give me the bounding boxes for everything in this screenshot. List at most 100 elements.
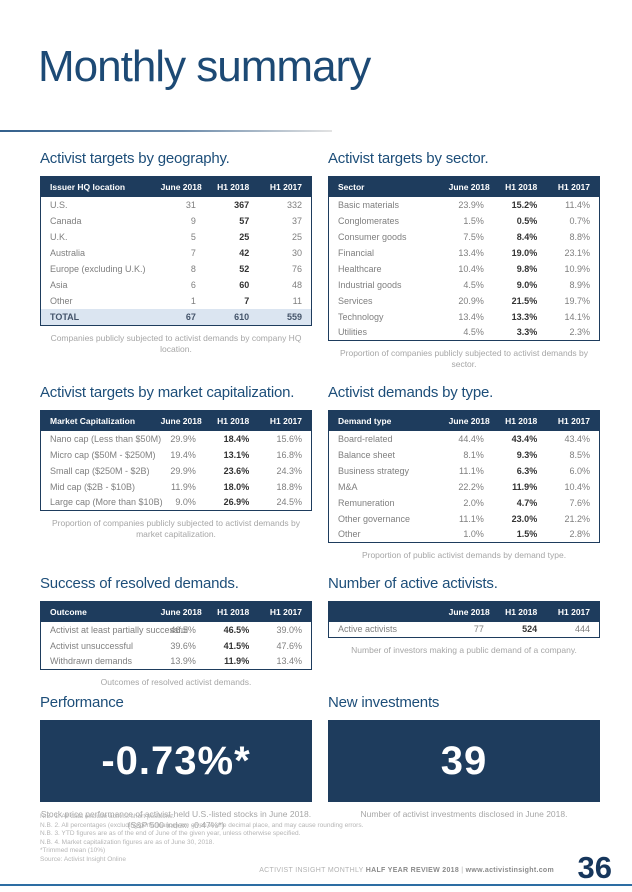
content-area: Activist targets by geography. Issuer HQ… [40, 150, 600, 831]
cell-value: 25 [204, 228, 259, 245]
row-label: Services [328, 292, 440, 309]
cell-value: 19.0% [492, 244, 547, 261]
row-3: Success of resolved demands. Outcome June… [40, 575, 600, 688]
row-label: Technology [328, 308, 440, 325]
cell-value: 23.6% [204, 462, 259, 479]
demands-col-header-1: H1 2018 [492, 410, 547, 431]
section-sector: Activist targets by sector. Sector June 2… [328, 150, 600, 370]
cell-value: 46.5% [151, 621, 205, 638]
activists-heading: Number of active activists. [328, 575, 498, 592]
table-row: Utilities 4.5% 3.3% 2.3% [328, 324, 600, 341]
cell-value: 39.6% [151, 637, 205, 654]
cell-value: 11.9% [492, 478, 547, 495]
cell-value: 41.5% [204, 637, 259, 654]
cell-value: 10.9% [546, 260, 600, 277]
sector-caption: Proportion of companies publicly subject… [339, 348, 589, 369]
geography-header-row: Issuer HQ location June 2018 H1 2018 H1 201… [40, 176, 312, 197]
cell-value: 24.3% [258, 462, 312, 479]
row-label: Utilities [328, 324, 440, 341]
cell-value: 7.5% [439, 228, 493, 245]
cell-value: 13.3% [492, 308, 547, 325]
row-label: Asia [40, 276, 152, 293]
cell-value: 29.9% [151, 430, 205, 447]
cell-value: 11.9% [204, 653, 259, 670]
success-col-header-2: H1 2017 [258, 601, 312, 622]
row-label: Industrial goods [328, 276, 440, 293]
footer-website-link[interactable]: www.activistinsight.com [465, 867, 554, 874]
new-investments-caption: Number of activist investments disclosed… [360, 809, 568, 819]
cell-value: 15.6% [258, 430, 312, 447]
cell-value: 48 [258, 276, 312, 293]
market-cap-table: Market Capitalization June 2018 H1 2018 H1 … [40, 410, 312, 511]
row-label: Withdrawn demands [40, 653, 152, 670]
footnote-item: N.B. 1. All data exclude activist short … [40, 813, 175, 820]
footer-brand: ACTIVIST INSIGHT MONTHLY [259, 867, 366, 874]
cell-value: 46.5% [204, 621, 259, 638]
cell-value: 4.5% [439, 324, 493, 341]
table-row: Active activists 77 524 444 [328, 621, 600, 638]
sector-header-row: Sector June 2018 H1 2018 H1 2017 [328, 176, 600, 197]
footer-accent-line [0, 884, 632, 886]
table-row: Other 1 7 11 [40, 292, 312, 309]
cell-value: 19.7% [546, 292, 600, 309]
cell-value: 18.4% [204, 430, 259, 447]
success-col-header-0: June 2018 [151, 601, 205, 622]
cell-value: 13.4% [439, 244, 493, 261]
new-investments-value: 39 [440, 738, 488, 783]
section-performance: Performance -0.73%* Stock price performa… [40, 694, 312, 831]
row-label: Activist at least partially successful [40, 621, 188, 638]
row-label: Large cap (More than $10B) [40, 494, 163, 511]
cell-value: 444 [546, 621, 600, 638]
cell-value: 13.4% [439, 308, 493, 325]
cell-value: 3.3% [492, 324, 547, 341]
cell-value: 5 [151, 228, 205, 245]
section-new-investments: New investments 39 Number of activist in… [328, 694, 600, 831]
cell-value: 2.3% [546, 324, 600, 341]
cell-value: 60 [204, 276, 259, 293]
footnote-item: N.B. 2. All percentages (excluding perfo… [40, 821, 364, 829]
cell-value: 9 [151, 212, 205, 229]
table-row: Technology 13.4% 13.3% 14.1% [328, 308, 600, 325]
table-row: Other 1.0% 1.5% 2.8% [328, 526, 600, 543]
table-row: Conglomerates 1.5% 0.5% 0.7% [328, 212, 600, 229]
table-row: Board-related 44.4% 43.4% 43.4% [328, 430, 600, 447]
geography-heading: Activist targets by geography. [40, 150, 230, 167]
table-row: Nano cap (Less than $50M) 29.9% 18.4% 15.6% [40, 430, 312, 447]
row-2: Activist targets by market capitalizatio… [40, 384, 600, 561]
success-caption: Outcomes of resolved activist demands. [100, 677, 252, 687]
cell-value: 25 [258, 228, 312, 245]
cell-value: 18.0% [204, 478, 259, 495]
cell-value: 52 [204, 260, 259, 277]
cell-value: 42 [204, 244, 259, 261]
table-row: U.S. 31 367 332 [40, 196, 312, 213]
cell-value: 23.9% [439, 196, 493, 213]
cell-value: 8.1% [439, 446, 493, 463]
footnotes-list: N.B. 1. All data exclude activist short … [40, 813, 363, 865]
sector-table: Sector June 2018 H1 2018 H1 2017 Basic mater… [328, 176, 600, 341]
cell-value: 21.5% [492, 292, 547, 309]
cell-value: 4.5% [439, 276, 493, 293]
table-row: TOTAL 67 610 559 [40, 308, 312, 326]
row-label: Consumer goods [328, 228, 440, 245]
cell-value: 44.4% [439, 430, 493, 447]
section-geography: Activist targets by geography. Issuer HQ… [40, 150, 312, 370]
cell-value: 9.0% [492, 276, 547, 293]
geography-col-header-2: H1 2017 [258, 176, 312, 197]
success-heading: Success of resolved demands. [40, 575, 239, 592]
table-row: U.K. 5 25 25 [40, 228, 312, 245]
section-market-cap: Activist targets by market capitalizatio… [40, 384, 312, 561]
new-investments-stat-box: 39 [328, 720, 600, 802]
table-row: Canada 9 57 37 [40, 212, 312, 229]
cell-value: 39.0% [258, 621, 312, 638]
table-row: Financial 13.4% 19.0% 23.1% [328, 244, 600, 261]
geography-label-header: Issuer HQ location [40, 176, 152, 197]
footer-divider: | [459, 867, 466, 874]
cell-value: 559 [258, 308, 312, 326]
section-activists: Number of active activists. June 2018 H1 … [328, 575, 600, 688]
cell-value: 8.9% [546, 276, 600, 293]
table-row: Business strategy 11.1% 6.3% 6.0% [328, 462, 600, 479]
cell-value: 22.2% [439, 478, 493, 495]
demands-caption: Proportion of public activist demands by… [361, 550, 567, 560]
performance-heading: Performance [40, 694, 124, 711]
geography-col-header-1: H1 2018 [204, 176, 259, 197]
